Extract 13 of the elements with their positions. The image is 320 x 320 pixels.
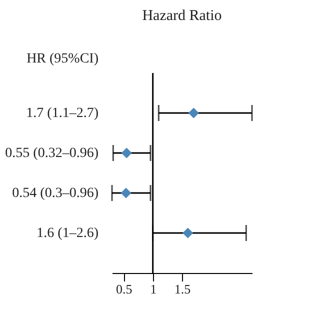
point (188, 108, 199, 118)
point (182, 228, 194, 238)
x-tick-label: 1.5 (174, 282, 191, 296)
y-tick-label: 1.6 (1–2.6) (36, 226, 99, 241)
y-tick-label: 0.54 (0.3–0.96) (12, 186, 99, 201)
chart-title: Hazard Ratio (142, 8, 222, 24)
x-tick-label: 0.5 (116, 282, 132, 296)
y-axis-title: HR (95%CI) (26, 52, 99, 66)
y-tick-label: 1.7 (1.1–2.7) (26, 106, 99, 121)
x-tick-label: 1 (150, 282, 157, 296)
point (121, 148, 132, 158)
y-tick-label: 0.55 (0.32–0.96) (5, 146, 99, 161)
point (120, 188, 132, 198)
